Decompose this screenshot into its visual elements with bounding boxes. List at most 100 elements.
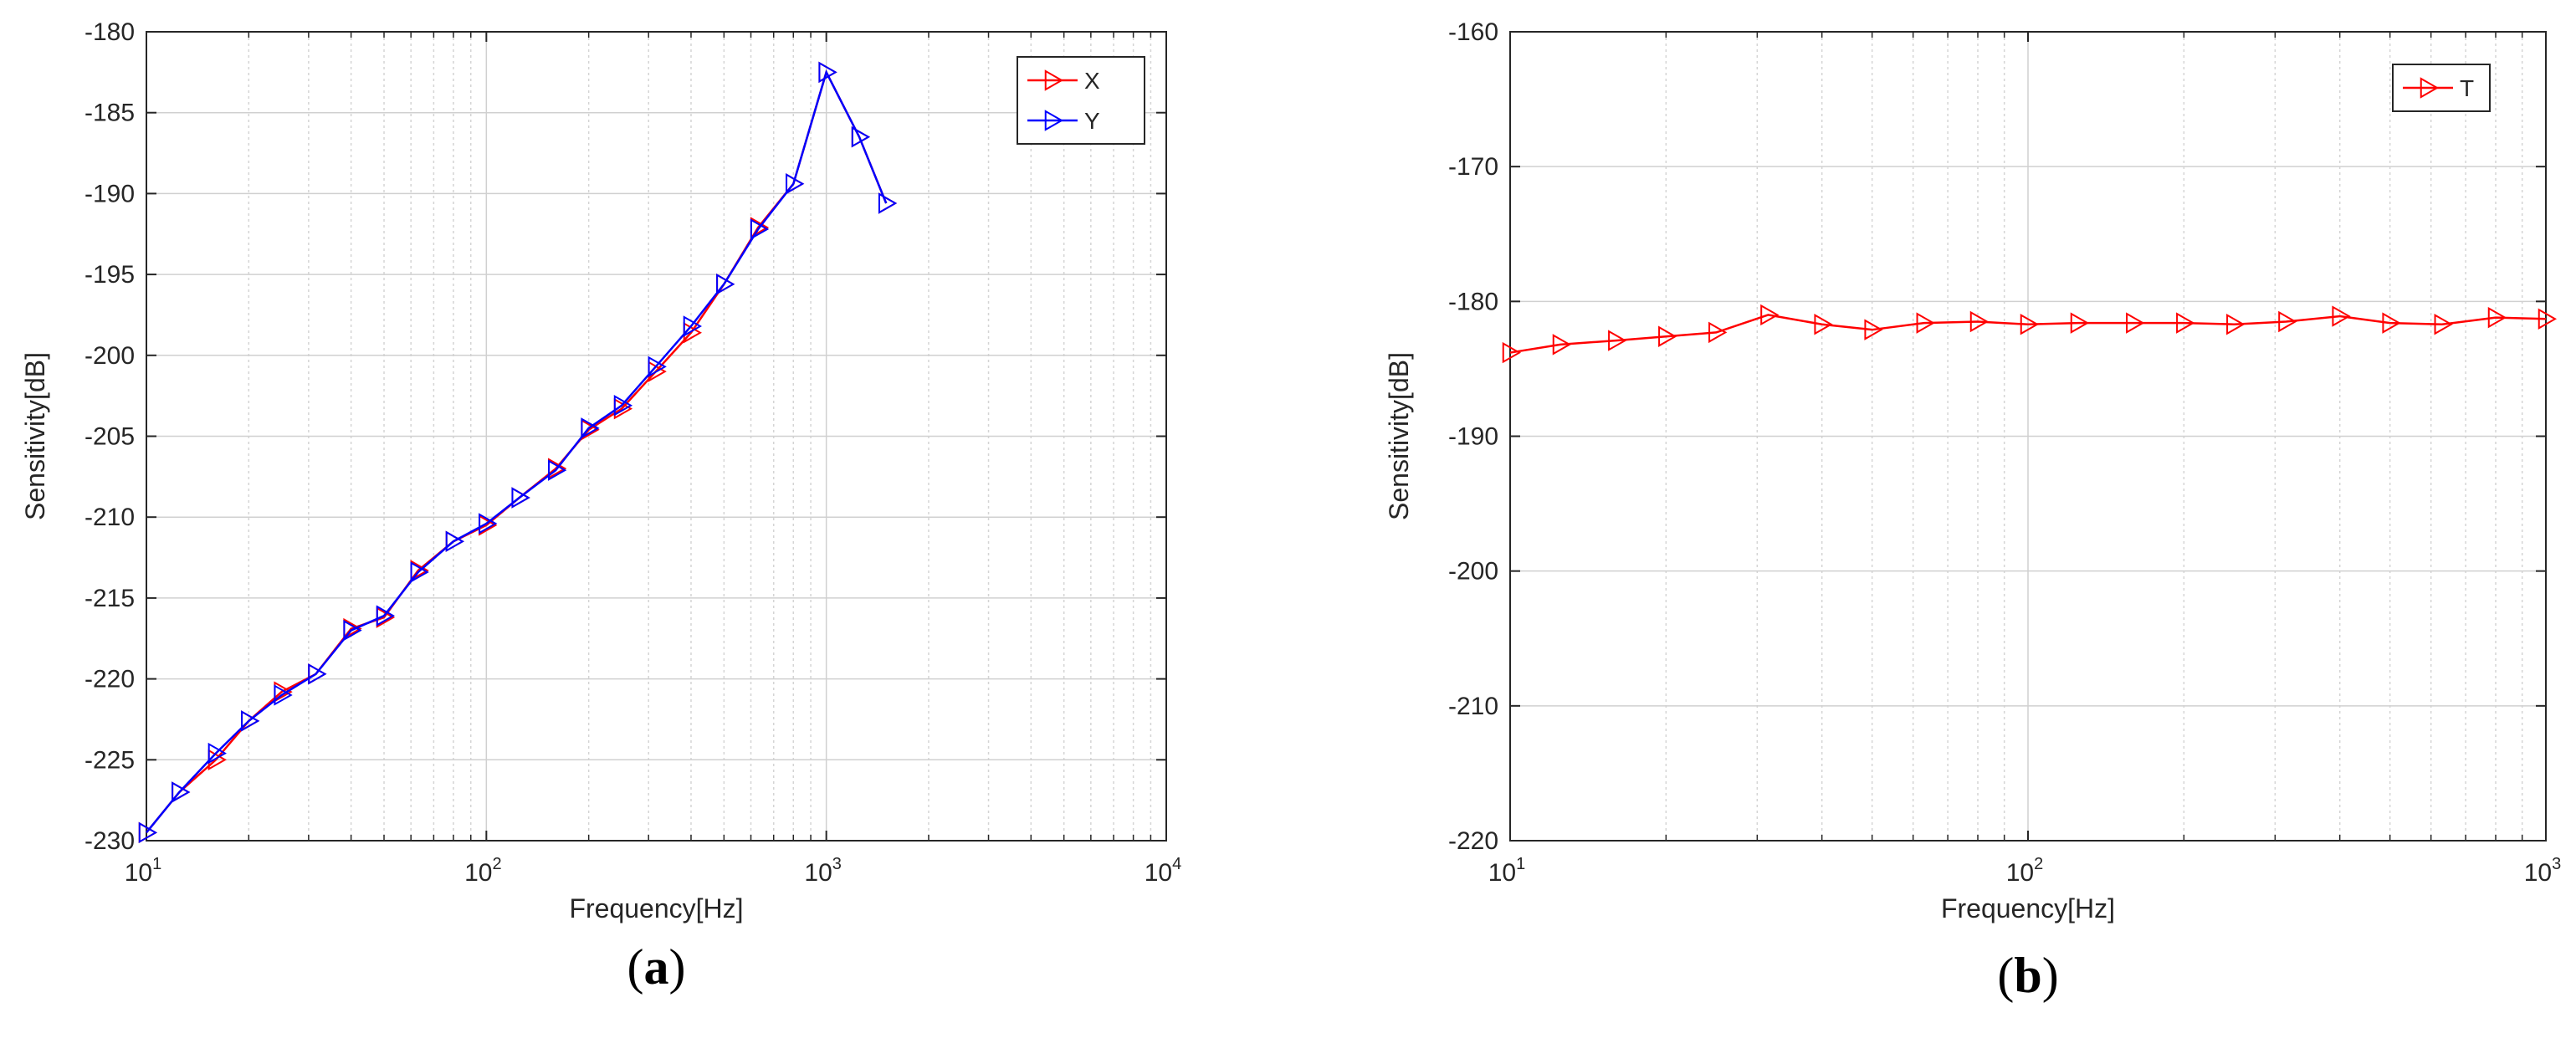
data-point-y [376,605,396,627]
y-tick-label: -205 [85,423,135,451]
x-tick-exponent: 2 [492,855,501,873]
y-tick-label: -210 [85,504,135,531]
data-point-y [274,684,293,706]
x-tick-label: 102 [464,855,502,887]
data-point-y [207,742,227,765]
data-point-t [2070,312,2090,334]
data-point-t [1969,310,1990,333]
panel-letter: b [2014,948,2041,1003]
legend-label-y: Y [1084,108,1100,134]
x-axis-label: Frequency[Hz] [569,893,743,923]
y-tick-label: -200 [85,342,135,370]
y-tick-label: -180 [85,18,135,46]
data-point-t [1814,314,1833,335]
x-tick-base: 10 [2006,859,2034,887]
x-tick-exponent: 3 [832,855,842,873]
x-tick-label: 101 [125,855,162,887]
x-tick-base: 10 [2524,859,2552,887]
data-point-t [2434,314,2453,335]
data-point-y [172,781,191,803]
legend-box [1017,56,1145,145]
x-tick-base: 10 [464,859,492,887]
chart-a: -230 -225 -220 -215 -210 -205 -200 -195 -190 -185… [20,18,1181,995]
data-point-y [683,315,702,337]
data-point-y [548,459,567,481]
data-point-t [2538,308,2558,330]
legend: XY [1017,56,1145,145]
legend-marker-x [1044,69,1064,91]
data-point-t [1502,341,1522,364]
data-point-t [2226,314,2246,335]
legend-label-t: T [2460,75,2474,101]
x-tick-label: 102 [2006,855,2044,887]
data-point-y [343,619,362,642]
data-point-t [2278,310,2297,333]
x-tick-base: 10 [804,859,832,887]
x-tick-base: 10 [1488,859,1516,887]
y-tick-label: -195 [85,261,135,289]
y-tick-label: -170 [1448,153,1498,181]
y-tick-label: -185 [85,100,135,127]
data-point-y [716,273,735,295]
data-point-t [2332,305,2351,327]
series-line-t [1509,314,2547,354]
x-tick-label: 104 [1145,855,1182,887]
x-tick-label: 101 [1488,855,1526,887]
data-point-y [878,192,898,214]
x-tick-label: 103 [2524,855,2562,887]
y-tick-label: -190 [1448,423,1498,451]
data-point-y [479,513,498,535]
data-point-y [818,61,837,84]
y-tick-label: -220 [1448,827,1498,855]
y-tick-label: -225 [85,746,135,774]
x-tick-exponent: 1 [152,855,161,873]
y-tick-label: -180 [1448,288,1498,315]
data-point-y [786,173,805,195]
data-point-t [1608,330,1627,351]
x-tick-exponent: 4 [1172,855,1181,873]
data-point-y [750,218,770,240]
panel-paren-open: ( [627,939,644,995]
x-axis-label: Frequency[Hz] [1941,893,2115,923]
legend-marker-t [2420,77,2440,99]
data-point-t [2126,312,2145,334]
legend-marker-y [1044,110,1064,131]
y-tick-label: -215 [85,585,135,612]
x-tick-base: 10 [1145,859,1172,887]
data-point-t [2176,312,2195,334]
data-point-t [1658,325,1677,347]
data-point-t [1916,312,1935,334]
data-point-y [241,710,260,732]
panel-label: (a) [627,939,686,995]
x-tick-exponent: 3 [2552,855,2561,873]
panel-letter: a [644,939,669,995]
y-axis-label: Sensitivity[dB] [1384,352,1414,520]
data-point-y [648,356,667,378]
data-point-t [1864,319,1883,340]
y-tick-label: -160 [1448,18,1498,46]
panel-label: (b) [1997,948,2058,1003]
legend-label-x: X [1084,68,1100,94]
data-point-y [445,530,464,552]
panel-paren-close: ) [669,939,686,995]
x-tick-exponent: 1 [1516,855,1525,873]
panel-paren-close: ) [2042,948,2059,1003]
series-line-y [146,69,888,834]
y-tick-label: -210 [1448,693,1498,720]
y-tick-label: -190 [85,180,135,207]
x-tick-exponent: 2 [2034,855,2043,873]
data-point-t [1552,334,1572,356]
data-point-y [581,417,600,439]
panel-paren-open: ( [1997,948,2014,1003]
data-point-t [1760,304,1780,326]
y-tick-label: -220 [85,666,135,693]
data-point-y [511,487,530,509]
y-axis-label: Sensitivity[dB] [20,352,50,520]
legend: T [2392,64,2491,112]
data-point-t [1708,321,1728,344]
x-tick-label: 103 [804,855,842,887]
y-tick-label: -230 [85,827,135,855]
data-point-y [308,663,327,685]
